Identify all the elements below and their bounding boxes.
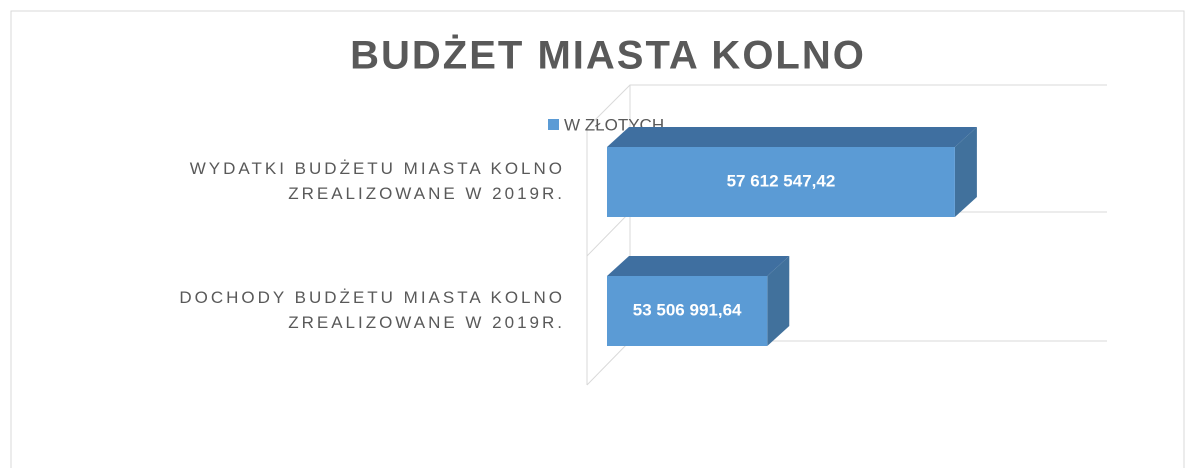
bar-top — [607, 127, 977, 147]
data-label: 57 612 547,42 — [727, 171, 836, 190]
legend-swatch — [548, 119, 559, 130]
bar-top — [607, 256, 790, 276]
category-label: ZREALIZOWANE W 2019R. — [288, 313, 565, 332]
category-label: WYDATKI BUDŻETU MIASTA KOLNO — [190, 159, 565, 178]
bar-side — [954, 127, 977, 217]
bar — [607, 276, 768, 346]
data-label: 53 506 991,64 — [633, 300, 742, 319]
bar — [607, 147, 955, 217]
chart-title: BUDŻET MIASTA KOLNO — [350, 34, 866, 78]
chart-border — [10, 10, 1185, 473]
bar-side — [767, 256, 790, 346]
category-label: DOCHODY BUDŻETU MIASTA KOLNO — [179, 288, 565, 307]
category-label: ZREALIZOWANE W 2019R. — [288, 184, 565, 203]
